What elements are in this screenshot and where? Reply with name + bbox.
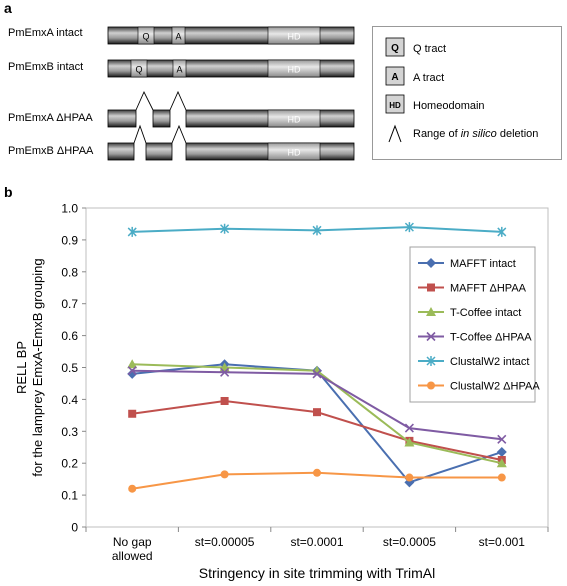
legend-marker <box>426 307 436 316</box>
y-axis-title: RELL BPfor the lamprey EmxA-EmxB groupin… <box>14 258 45 476</box>
legend-a-tract: A A tract <box>385 66 444 86</box>
legend-label: T-Coffee intact <box>450 307 521 319</box>
row-label-pmemxa-intact: PmEmxA intact <box>8 27 83 39</box>
data-point <box>404 222 414 233</box>
legend-deletion-label: Range of in silico deletion <box>413 128 538 140</box>
data-point <box>127 226 137 237</box>
panel-a-letter: a <box>4 0 12 16</box>
data-point <box>405 473 414 482</box>
data-point <box>313 468 321 477</box>
legend-deletion: Range of in silico deletion <box>388 124 538 143</box>
data-point <box>220 396 229 405</box>
protein-bar-pmemxa-dhpaa: HD <box>107 90 355 128</box>
y-tick-label: 0.5 <box>61 361 78 375</box>
legend-homeodomain: HD Homeodomain <box>385 94 485 114</box>
legend-q-label: Q tract <box>413 43 446 55</box>
legend-label: T-Coffee ΔHPAA <box>450 332 532 344</box>
data-point <box>220 223 230 234</box>
y-tick-label: 0.1 <box>61 489 78 503</box>
protein-bar-pmemxb-dhpaa: HD <box>107 124 355 161</box>
protein-bar-pmemxb-intact: Q A HD <box>107 59 355 78</box>
a-tract-mark: A <box>175 32 181 42</box>
legend-marker <box>427 283 435 292</box>
x-tick-label: st=0.00005 <box>195 535 255 549</box>
data-point <box>497 473 506 482</box>
data-point <box>312 369 322 379</box>
data-point <box>220 367 230 377</box>
legend-marker <box>426 356 436 366</box>
legend-label: MAFFT ΔHPAA <box>450 283 527 295</box>
domain-diagram: Q A HD Q A HD HD HD <box>107 26 355 161</box>
x-axis-title: Stringency in site trimming with TrimAl <box>199 565 436 581</box>
deletion-caret <box>133 124 147 144</box>
panel-b-letter: b <box>4 184 13 200</box>
legend-marker <box>426 331 436 342</box>
y-tick-label: 1.0 <box>61 202 78 216</box>
deletion-caret <box>171 124 187 144</box>
y-tick-label: 0.7 <box>61 297 78 311</box>
data-point <box>128 484 137 493</box>
y-tick-label: 0.2 <box>61 457 78 471</box>
legend-a-label: A tract <box>413 72 444 84</box>
data-point <box>127 359 138 369</box>
domain-legend: Q Q tract A A tract HD Homeodomain Range… <box>372 26 562 160</box>
data-point <box>127 366 137 376</box>
q-tract-mark: Q <box>142 32 149 42</box>
deletion-caret <box>169 90 187 111</box>
x-tick-label: No gap allowed <box>112 535 153 563</box>
legend-label: ClustalW2 intact <box>450 356 529 368</box>
legend-label: MAFFT intact <box>450 258 516 270</box>
data-point <box>496 458 507 468</box>
x-tick-label: st=0.0005 <box>383 535 436 549</box>
row-label-pmemxa-dhpaa: PmEmxA ΔHPAA <box>8 112 93 124</box>
data-point <box>220 470 229 479</box>
data-point <box>404 423 414 433</box>
x-tick-label: st=0.001 <box>479 535 526 549</box>
legend-q-tract: Q Q tract <box>385 37 446 57</box>
legend-marker <box>426 258 436 268</box>
chart-legend <box>409 246 536 403</box>
y-tick-label: 0.3 <box>61 425 78 439</box>
legend-q-symbol: Q <box>391 43 399 54</box>
protein-bar-pmemxa-intact: Q A HD <box>107 26 355 45</box>
data-point <box>497 434 507 444</box>
row-label-pmemxb-dhpaa: PmEmxB ΔHPAA <box>8 145 94 157</box>
line-chart: 0 0.1 0.2 0.3 0.4 0.5 0.6 0.7 0.8 0.9 1.0 No gap all… <box>14 202 549 581</box>
data-point <box>496 447 507 458</box>
legend-hd-label: Homeodomain <box>413 100 485 112</box>
y-tick-label: 0.4 <box>61 393 78 407</box>
legend-label: ClustalW2 ΔHPAA <box>450 381 540 393</box>
y-tick-label: 0.9 <box>61 233 78 247</box>
row-label-pmemxb-intact: PmEmxB intact <box>8 61 84 73</box>
homeodomain-mark: HD <box>288 148 301 158</box>
legend-hd-symbol: HD <box>389 101 401 110</box>
y-tick-label: 0 <box>71 521 78 535</box>
deletion-caret-icon <box>388 124 402 143</box>
y-tick-label: 0.8 <box>61 265 78 279</box>
homeodomain-mark: HD <box>288 115 301 125</box>
q-tract-mark: Q <box>135 65 142 75</box>
data-point <box>404 437 415 447</box>
homeodomain-mark: HD <box>288 65 301 75</box>
x-tick-label: st=0.0001 <box>290 535 343 549</box>
y-tick-label: 0.6 <box>61 329 78 343</box>
deletion-caret <box>135 90 154 111</box>
data-point <box>313 408 321 417</box>
data-point <box>497 226 507 237</box>
legend-marker <box>427 381 435 390</box>
data-point <box>128 409 137 418</box>
legend-a-symbol: A <box>391 72 398 83</box>
a-tract-mark: A <box>176 65 182 75</box>
data-point <box>312 225 322 236</box>
homeodomain-mark: HD <box>288 32 301 42</box>
